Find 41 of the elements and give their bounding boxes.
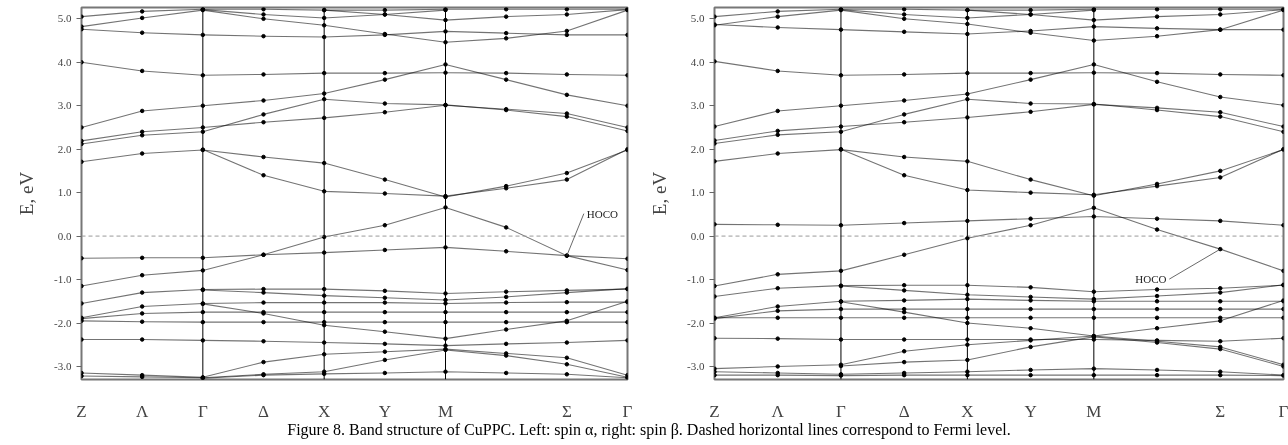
y-tick-label: 3.0 bbox=[690, 99, 705, 112]
y-tick-label: -2.0 bbox=[687, 316, 705, 329]
x-tick-label: Δ bbox=[258, 401, 270, 421]
y-tick-label: 2.0 bbox=[57, 142, 72, 155]
annotation: HOCO bbox=[1135, 273, 1167, 286]
x-tick-label: M bbox=[1086, 401, 1102, 421]
x-tick-label: X bbox=[961, 401, 974, 421]
x-tick-label: Y bbox=[1024, 401, 1037, 421]
y-tick-label: -1.0 bbox=[687, 273, 705, 286]
x-tick-label: Y bbox=[378, 401, 391, 421]
x-tick-label: Z bbox=[76, 401, 87, 421]
y-tick-label: -2.0 bbox=[54, 316, 72, 329]
x-tick-label: Γ bbox=[197, 401, 208, 421]
y-tick-label: 0.0 bbox=[690, 229, 705, 242]
x-tick-label: Γ bbox=[622, 401, 633, 421]
y-tick-label: 5.0 bbox=[690, 12, 705, 25]
y-axis-title: E, eV bbox=[16, 171, 38, 216]
x-tick-label: Δ bbox=[898, 401, 910, 421]
x-tick-label: Γ bbox=[836, 401, 847, 421]
x-tick-label: M bbox=[437, 401, 454, 421]
x-tick-label: Z bbox=[709, 401, 720, 421]
y-tick-label: 0.0 bbox=[57, 229, 72, 242]
x-tick-label: Σ bbox=[1215, 401, 1226, 421]
x-tick-label: Σ bbox=[561, 401, 572, 421]
x-tick-label: Λ bbox=[771, 401, 785, 421]
y-tick-label: 3.0 bbox=[57, 99, 72, 112]
x-tick-label: Γ bbox=[1278, 401, 1288, 421]
y-tick-label: 4.0 bbox=[690, 55, 705, 68]
y-tick-label: 2.0 bbox=[690, 142, 705, 155]
y-tick-label: -3.0 bbox=[54, 359, 72, 372]
y-tick-label: 4.0 bbox=[57, 55, 72, 68]
x-tick-label: Λ bbox=[136, 401, 149, 421]
caption: Figure 8. Band structure of CuPPC. Left: spin α, right: spin β. Dashed horizontal lines correspond to Fermi level. bbox=[287, 420, 1011, 441]
y-tick-label: 1.0 bbox=[57, 186, 72, 199]
y-tick-label: 5.0 bbox=[57, 12, 72, 25]
y-tick-label: 1.0 bbox=[690, 186, 705, 199]
x-tick-label: X bbox=[318, 401, 331, 421]
y-tick-label: -1.0 bbox=[54, 273, 72, 286]
y-axis-title: E, eV bbox=[649, 171, 671, 216]
annotation: HOCO bbox=[586, 207, 619, 220]
y-tick-label: -3.0 bbox=[687, 359, 705, 372]
